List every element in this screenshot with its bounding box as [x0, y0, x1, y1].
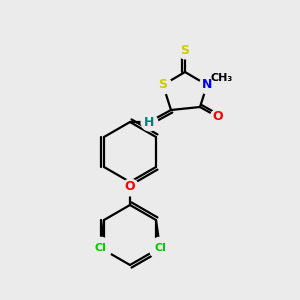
Text: S: S [158, 79, 167, 92]
Text: O: O [213, 110, 223, 124]
Text: CH₃: CH₃ [211, 73, 233, 83]
Text: S: S [181, 44, 190, 56]
Text: Cl: Cl [94, 243, 106, 253]
Text: Cl: Cl [154, 243, 166, 253]
Text: O: O [125, 181, 135, 194]
Text: N: N [202, 79, 212, 92]
Text: H: H [144, 116, 154, 128]
